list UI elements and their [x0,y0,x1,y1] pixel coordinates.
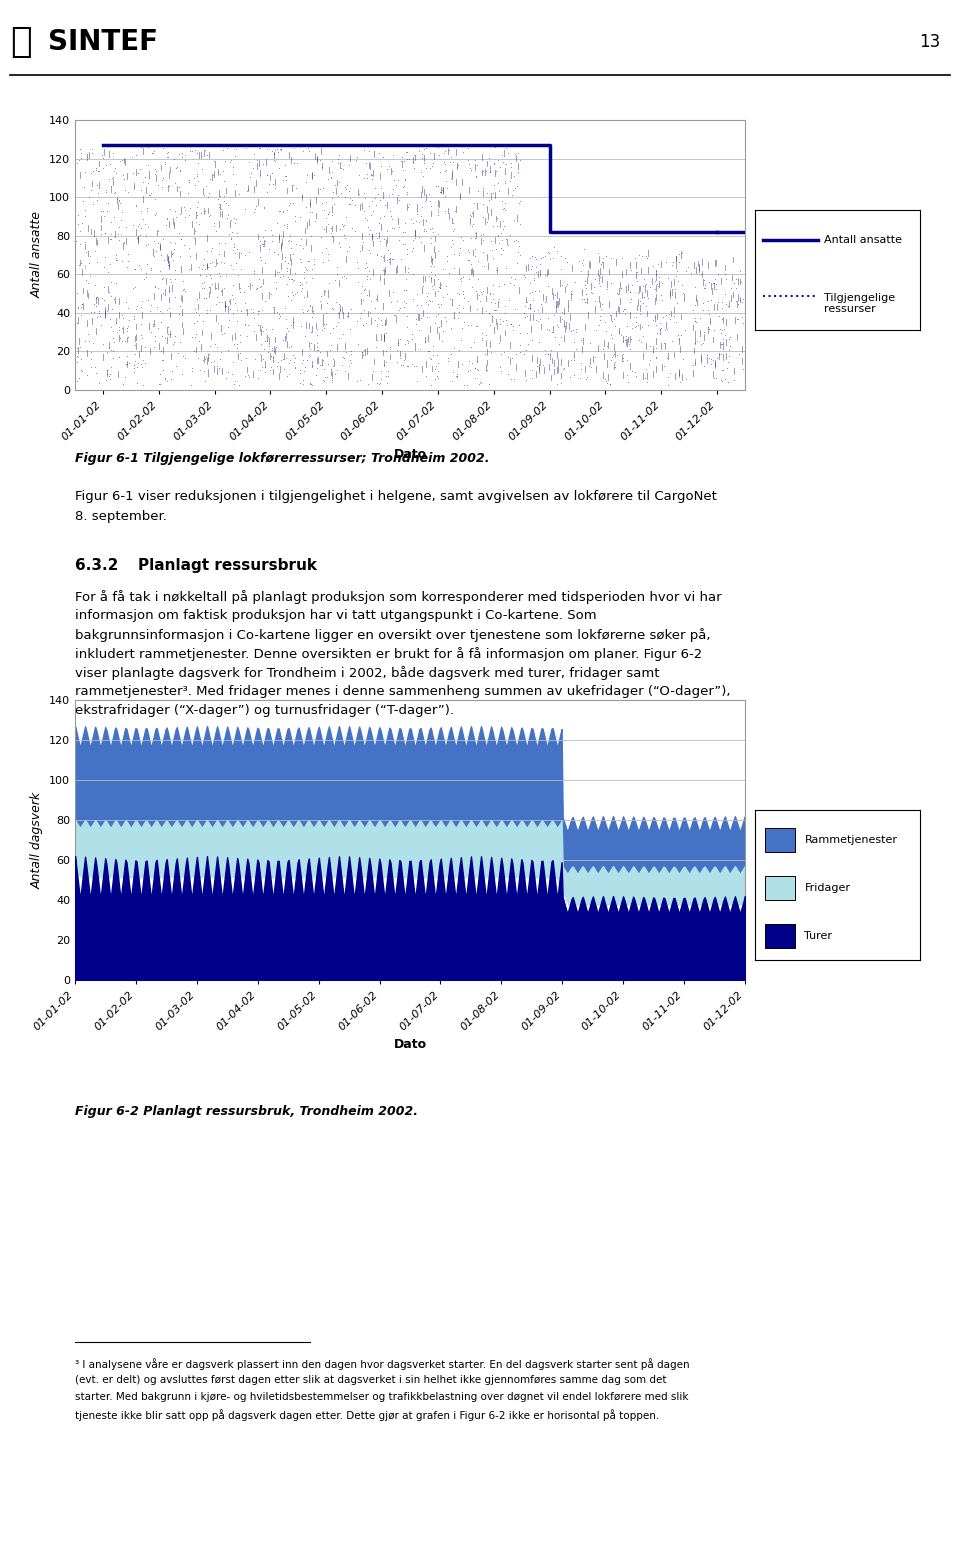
Text: Antall ansatte: Antall ansatte [825,235,902,245]
Y-axis label: Antall ansatte: Antall ansatte [31,212,43,299]
Text: Turer: Turer [804,932,832,941]
Text: bakgrunnsinformasjon i Co-kartene ligger en oversikt over tjenestene som lokføre: bakgrunnsinformasjon i Co-kartene ligger… [75,628,710,642]
Text: SINTEF: SINTEF [48,28,158,56]
Text: (evt. er delt) og avsluttes først dagen etter slik at dagsverket i sin helhet ik: (evt. er delt) og avsluttes først dagen … [75,1376,666,1385]
Text: Ⓢ: Ⓢ [10,25,32,59]
Text: Figur 6-2 Planlagt ressursbruk, Trondheim 2002.: Figur 6-2 Planlagt ressursbruk, Trondhei… [75,1105,418,1119]
Text: 8. september.: 8. september. [75,509,167,523]
FancyBboxPatch shape [765,924,795,947]
Text: starter. Med bakgrunn i kjøre- og hviletidsbestemmelser og trafikkbelastning ove: starter. Med bakgrunn i kjøre- og hvilet… [75,1391,688,1402]
FancyBboxPatch shape [765,876,795,901]
Text: viser planlagte dagsverk for Trondheim i 2002, både dagsverk med turer, fridager: viser planlagte dagsverk for Trondheim i… [75,665,660,679]
Text: Planlagt ressursbruk: Planlagt ressursbruk [138,558,317,573]
FancyBboxPatch shape [765,827,795,852]
Text: inkludert rammetjenester. Denne oversikten er brukt for å få informasjon om plan: inkludert rammetjenester. Denne oversikt… [75,647,703,661]
Y-axis label: Antall dagsverk: Antall dagsverk [31,791,43,888]
Text: For å få tak i nøkkeltall på planlagt produksjon som korresponderer med tidsperi: For å få tak i nøkkeltall på planlagt pr… [75,590,722,605]
Text: Tilgjengelige
ressurser: Tilgjengelige ressurser [825,293,896,315]
Text: Fridager: Fridager [804,883,851,893]
Text: Figur 6-1 viser reduksjonen i tilgjengelighet i helgene, samt avgivelsen av lokf: Figur 6-1 viser reduksjonen i tilgjengel… [75,491,717,503]
Text: 13: 13 [919,33,940,51]
Text: 6.3.2: 6.3.2 [75,558,118,573]
Text: tjeneste ikke blir satt opp på dagsverk dagen etter. Dette gjør at grafen i Figu: tjeneste ikke blir satt opp på dagsverk … [75,1408,660,1421]
Text: Figur 6-1 Tilgjengelige lokførerressurser; Trondheim 2002.: Figur 6-1 Tilgjengelige lokførerressurse… [75,452,490,464]
Text: Rammetjenester: Rammetjenester [804,835,898,844]
Text: informasjon om faktisk produksjon har vi tatt utgangspunkt i Co-kartene. Som: informasjon om faktisk produksjon har vi… [75,609,596,622]
Text: ekstrafridager (“X-dager”) og turnusfridager (“T-dager”).: ekstrafridager (“X-dager”) og turnusfrid… [75,704,454,717]
X-axis label: Dato: Dato [394,447,426,461]
Text: rammetjenester³. Med fridager menes i denne sammenheng summen av ukefridager (“O: rammetjenester³. Med fridager menes i de… [75,686,731,698]
X-axis label: Dato: Dato [394,1038,426,1050]
Text: ³ I analysene våre er dagsverk plassert inn den dagen hvor dagsverket starter. E: ³ I analysene våre er dagsverk plassert … [75,1359,689,1369]
